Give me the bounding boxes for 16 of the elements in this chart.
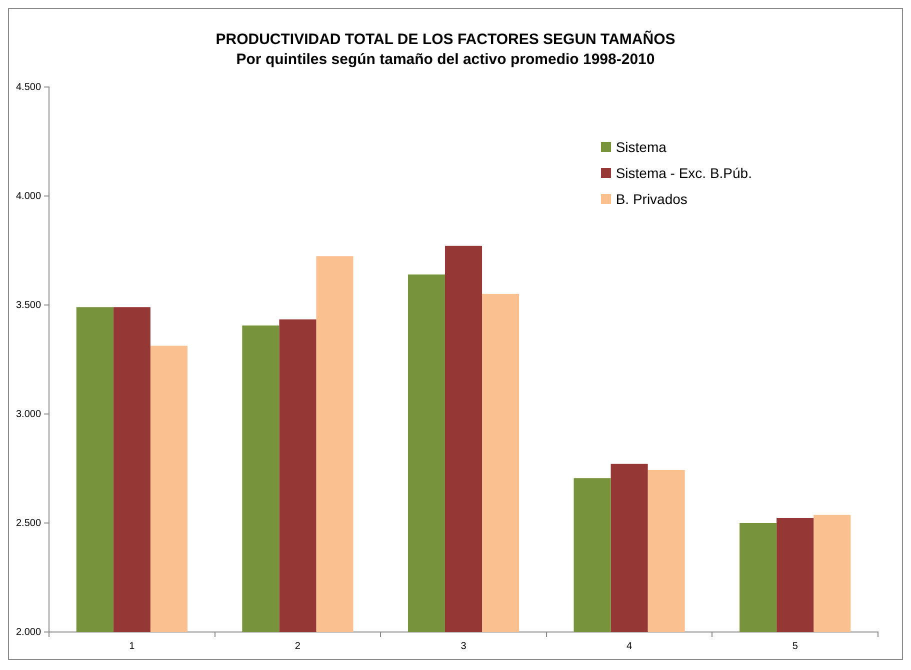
y-tick-label: 3.000 xyxy=(16,408,42,420)
x-tick-label: 2 xyxy=(294,640,301,652)
legend-label: B. Privados xyxy=(616,191,688,207)
chart-subtitle: Por quintiles según tamaño del activo promedio 1998-2010 xyxy=(236,51,655,68)
legend-label: Sistema xyxy=(616,139,666,155)
chart-title: PRODUCTIVIDAD TOTAL DE LOS FACTORES SEGUN TAMAÑOS xyxy=(216,30,676,48)
x-tick-label: 5 xyxy=(792,640,798,652)
x-tick-label: 4 xyxy=(626,640,633,652)
y-tick-label: 2.000 xyxy=(16,626,42,638)
y-tick-label: 2.500 xyxy=(16,518,42,529)
x-tick-label: 1 xyxy=(129,640,136,652)
x-tick-label: 3 xyxy=(460,640,467,652)
legend-label: Sistema - Exc. B.Púb. xyxy=(616,165,752,181)
y-tick-label: 3.500 xyxy=(16,300,42,311)
y-tick-label: 4.000 xyxy=(16,190,42,202)
y-tick-label: 4.500 xyxy=(16,82,42,93)
